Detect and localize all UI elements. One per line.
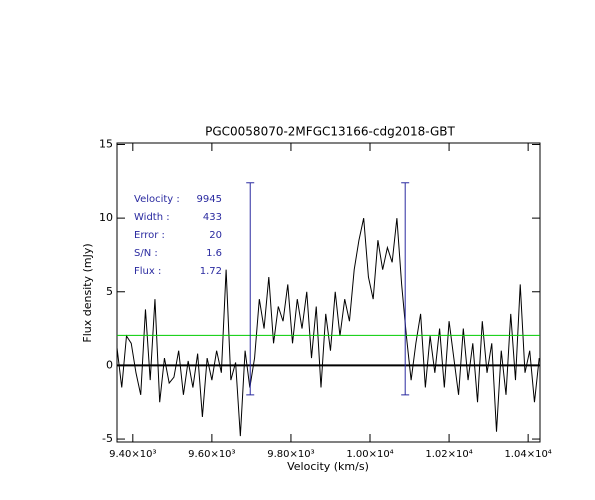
y-tick-label: 15 <box>99 137 113 150</box>
y-tick-label: 0 <box>106 358 113 371</box>
y-axis-label: Flux density (mJy) <box>81 243 94 342</box>
info-label: Flux : <box>134 266 161 277</box>
info-label: Error : <box>134 230 165 241</box>
x-tick-label: 1.02×10⁴ <box>425 449 472 460</box>
x-tick-label: 9.40×10³ <box>109 449 156 460</box>
info-value: 433 <box>203 212 222 223</box>
x-tick-label: 1.04×10⁴ <box>504 449 551 460</box>
info-value: 1.6 <box>206 248 222 259</box>
info-label: S/N : <box>134 248 158 259</box>
chart-title: PGC0058070-2MFGC13166-cdg2018-GBT <box>205 125 455 139</box>
info-label: Width : <box>134 212 170 223</box>
y-tick-label: 5 <box>106 285 113 298</box>
plot-frame <box>116 142 541 443</box>
info-value: 1.72 <box>200 266 222 277</box>
x-tick-label: 9.80×10³ <box>267 449 314 460</box>
x-axis-label: Velocity (km/s) <box>287 460 369 473</box>
spectrum-line <box>116 218 540 437</box>
y-tick-label: 10 <box>99 211 113 224</box>
info-value: 9945 <box>197 194 222 205</box>
info-value: 20 <box>209 230 222 241</box>
info-label: Velocity : <box>134 194 180 205</box>
x-tick-label: 1.00×10⁴ <box>346 449 393 460</box>
y-tick-label: -5 <box>102 432 113 445</box>
x-tick-label: 9.60×10³ <box>188 449 235 460</box>
